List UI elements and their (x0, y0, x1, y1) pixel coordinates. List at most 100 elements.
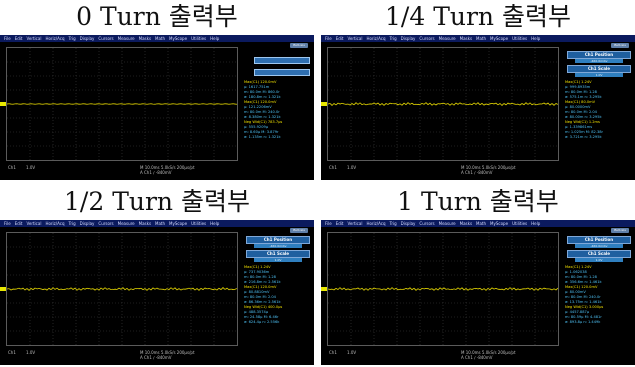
ch1-position-tab[interactable]: Ch1 Position (567, 236, 631, 244)
trigger-readout[interactable]: A Ch1 ∕ -840mV (461, 355, 493, 360)
menu-item-utilities[interactable]: Utilities (191, 221, 207, 226)
ch1-position-tab[interactable]: Ch1 Position (567, 51, 631, 59)
ch1-position-tab[interactable]: Ch1 Position (246, 236, 310, 244)
menu-item-math[interactable]: Math (155, 36, 166, 41)
menu-item-edit[interactable]: Edit (335, 36, 344, 41)
menu-item-file[interactable]: File (4, 36, 11, 41)
menu-item-vertical[interactable]: Vertical (26, 221, 42, 226)
menu-item-display[interactable]: Display (400, 221, 416, 226)
menu-item-masks[interactable]: Masks (138, 221, 152, 226)
panel-title: 1 Turn 출력부 (397, 187, 559, 216)
menu-item-file[interactable]: File (325, 221, 332, 226)
waveform-graticule (327, 232, 559, 346)
timebase-readout[interactable]: M 10.0ms 5.0kS/s 200μs/pt (461, 350, 516, 355)
menu-item-trig[interactable]: Trig (68, 221, 76, 226)
measurement-line: μ: 999.8935m (565, 85, 591, 89)
menu-item-help[interactable]: Help (531, 221, 541, 226)
ch1-scale-tab[interactable]: Ch1 Scale (567, 250, 631, 258)
right-panel: Max(C1) 120.0mV μ: 1617.751m m: 80.0m M: 8… (244, 47, 312, 163)
menu-item-help[interactable]: Help (531, 36, 541, 41)
menu-item-masks[interactable]: Masks (459, 221, 473, 226)
menu-item-myscope[interactable]: MyScope (169, 36, 188, 41)
menu-item-cursors[interactable]: Cursors (98, 36, 114, 41)
measurement-line: Neg Wid(C1) 3.000μs (565, 305, 604, 309)
timebase-readout[interactable]: M 10.0ms 5.0kS/s 200μs/pt (461, 165, 516, 170)
menu-item-vertical[interactable]: Vertical (26, 36, 42, 41)
measurement-line: m: 8.60μ M: 3.879r (244, 130, 279, 134)
menu-item-measure[interactable]: Measure (117, 36, 135, 41)
channel-label[interactable]: Ch1 (8, 165, 16, 170)
ch1-position-value[interactable]: -460.0mdiv (575, 244, 623, 248)
menu-item-math[interactable]: Math (476, 221, 487, 226)
menu-item-help[interactable]: Help (210, 36, 220, 41)
menu-item-edit[interactable]: Edit (14, 221, 23, 226)
menu-item-cursors[interactable]: Cursors (98, 221, 114, 226)
menu-item-horizacq[interactable]: Horiz/Acq (45, 36, 65, 41)
menu-item-math[interactable]: Math (155, 221, 166, 226)
menu-item-vertical[interactable]: Vertical (347, 36, 363, 41)
ch1-position-value[interactable]: -460.0mdiv (575, 59, 623, 63)
ch1-scale-value[interactable]: 1.0V (575, 258, 623, 262)
measurement-line: Neg Wid(C1) 400.0μs (244, 305, 283, 309)
ch1-scale-value[interactable]: 1.0V (575, 73, 623, 77)
menu-item-trig[interactable]: Trig (68, 36, 76, 41)
menu-item-file[interactable]: File (325, 36, 332, 41)
trigger-readout[interactable]: A Ch1 ∕ -840mV (140, 355, 172, 360)
trigger-readout[interactable]: A Ch1 ∕ -840mV (140, 170, 172, 175)
channel-label[interactable]: Ch1 (329, 165, 337, 170)
ch1-ground-marker[interactable] (0, 287, 6, 291)
menu-item-measure[interactable]: Measure (117, 221, 135, 226)
menu-item-math[interactable]: Math (476, 36, 487, 41)
menu-item-horizacq[interactable]: Horiz/Acq (366, 221, 386, 226)
menu-item-myscope[interactable]: MyScope (169, 221, 188, 226)
menu-item-masks[interactable]: Masks (138, 36, 152, 41)
menu-item-myscope[interactable]: MyScope (490, 36, 509, 41)
menu-item-masks[interactable]: Masks (459, 36, 473, 41)
channel-scale[interactable]: 1.0V (347, 350, 357, 355)
buttons-button[interactable]: Buttons (290, 228, 308, 233)
channel-label[interactable]: Ch1 (8, 350, 16, 355)
menu-item-measure[interactable]: Measure (438, 36, 456, 41)
menu-item-utilities[interactable]: Utilities (512, 221, 528, 226)
ch1-ground-marker[interactable] (321, 102, 327, 106)
menu-item-utilities[interactable]: Utilities (512, 36, 528, 41)
menu-item-edit[interactable]: Edit (14, 36, 23, 41)
ch1-scale-tab[interactable]: Ch1 Scale (246, 250, 310, 258)
menu-item-cursors[interactable]: Cursors (419, 36, 435, 41)
empty-control-box[interactable] (254, 57, 310, 64)
menu-item-trig[interactable]: Trig (389, 36, 397, 41)
timebase-readout[interactable]: M 10.0ms 5.0kS/s 200μs/pt (140, 350, 195, 355)
ch1-position-value[interactable]: -460.0mdiv (254, 244, 302, 248)
channel-scale[interactable]: 1.0V (347, 165, 357, 170)
channel-scale[interactable]: 1.0V (26, 165, 36, 170)
menu-item-cursors[interactable]: Cursors (419, 221, 435, 226)
waveform-graticule (6, 47, 238, 161)
menu-item-trig[interactable]: Trig (389, 221, 397, 226)
channel-scale[interactable]: 1.0V (26, 350, 36, 355)
timebase-readout[interactable]: M 10.0ms 5.0kS/s 200μs/pt (140, 165, 195, 170)
menu-item-horizacq[interactable]: Horiz/Acq (366, 36, 386, 41)
trigger-readout[interactable]: A Ch1 ∕ -840mV (461, 170, 493, 175)
ch1-ground-marker[interactable] (321, 287, 327, 291)
menu-item-display[interactable]: Display (400, 36, 416, 41)
buttons-button[interactable]: Buttons (611, 228, 629, 233)
menu-item-measure[interactable]: Measure (438, 221, 456, 226)
menu-item-help[interactable]: Help (210, 221, 220, 226)
empty-control-box[interactable] (254, 69, 310, 76)
menu-item-edit[interactable]: Edit (335, 221, 344, 226)
menu-item-display[interactable]: Display (79, 221, 95, 226)
menu-item-file[interactable]: File (4, 221, 11, 226)
channel-label[interactable]: Ch1 (329, 350, 337, 355)
menu-item-utilities[interactable]: Utilities (191, 36, 207, 41)
menu-item-horizacq[interactable]: Horiz/Acq (45, 221, 65, 226)
buttons-button[interactable]: Buttons (611, 43, 629, 48)
menu-item-display[interactable]: Display (79, 36, 95, 41)
measurement-line: Max(C1) 120.0mV (565, 285, 598, 289)
ch1-ground-marker[interactable] (0, 102, 6, 106)
ch1-scale-value[interactable]: 1.0V (254, 258, 302, 262)
measurement-line: μ: 1.339861ms (565, 125, 593, 129)
menu-item-vertical[interactable]: Vertical (347, 221, 363, 226)
ch1-scale-tab[interactable]: Ch1 Scale (567, 65, 631, 73)
buttons-button[interactable]: Buttons (290, 43, 308, 48)
menu-item-myscope[interactable]: MyScope (490, 221, 509, 226)
